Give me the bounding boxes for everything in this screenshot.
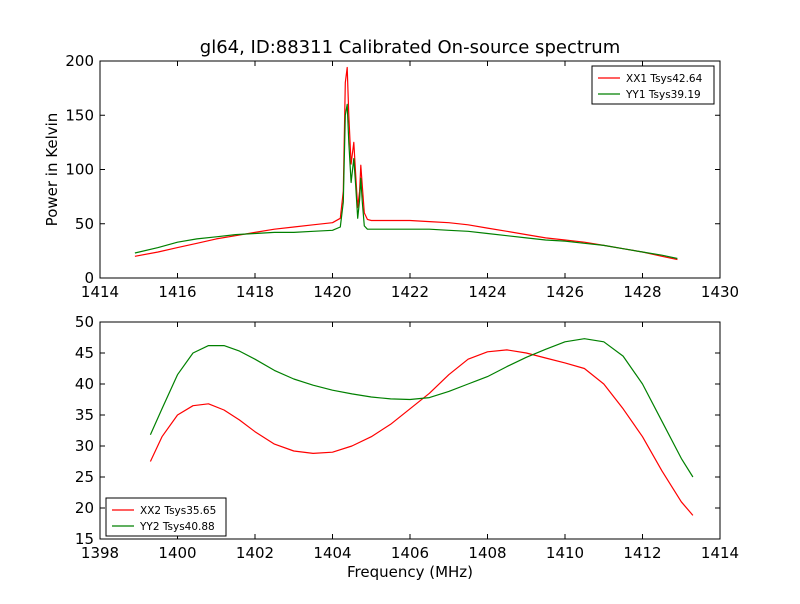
y-axis-label: Power in Kelvin (43, 113, 61, 227)
legend-label-2: YY2 Tsys40.88 (139, 521, 215, 533)
legend: XX1 Tsys42.64 YY1 Tsys39.19 (591, 65, 715, 105)
bottom-panel: 1398 1400 1402 1404 1406 1408 1410 1412 1414 15 20… (75, 313, 739, 581)
x-tick-label: 1426 (546, 283, 584, 301)
y-tick-label: 30 (75, 437, 94, 455)
legend-label-2: YY1 Tsys39.19 (625, 89, 701, 101)
legend-label-1: XX2 Tsys35.65 (140, 505, 216, 517)
legend: XX2 Tsys35.65 YY2 Tsys40.88 (105, 497, 227, 537)
x-tick-label: 1428 (623, 283, 661, 301)
y-tick-label: 15 (75, 530, 94, 548)
x-tick-label: 1410 (546, 544, 584, 562)
y-tick-label: 200 (65, 52, 94, 70)
series-line-2 (134, 103, 678, 260)
x-tick-label: 1408 (468, 544, 506, 562)
y-tick-label: 50 (75, 313, 94, 331)
legend-box (105, 497, 227, 537)
y-tick-label: 45 (75, 344, 94, 362)
x-tick-label: 1430 (701, 283, 739, 301)
y-tick-label: 0 (84, 269, 94, 287)
x-tick-label: 1412 (623, 544, 661, 562)
x-tick-label: 1402 (236, 544, 274, 562)
chart-title: gl64, ID:88311 Calibrated On-source spec… (200, 37, 620, 58)
y-tick-label: 150 (65, 106, 94, 124)
legend-label-1: XX1 Tsys42.64 (626, 73, 703, 85)
x-tick-label: 1400 (158, 544, 196, 562)
x-tick-label: 1420 (313, 283, 351, 301)
x-axis-label: Frequency (MHz) (347, 563, 473, 581)
series-line-2 (149, 338, 694, 478)
legend-box (591, 65, 715, 105)
x-tick-label: 1414 (81, 283, 119, 301)
x-tick-label: 1414 (701, 544, 739, 562)
x-tick-label: 1422 (391, 283, 429, 301)
x-tick-label: 1424 (468, 283, 506, 301)
y-tick-label: 35 (75, 406, 94, 424)
y-tick-label: 40 (75, 375, 94, 393)
y-tick-label: 50 (75, 215, 94, 233)
x-tick-label: 1418 (236, 283, 274, 301)
x-tick-label: 1404 (313, 544, 351, 562)
x-tick-label: 1416 (158, 283, 196, 301)
y-tick-label: 20 (75, 499, 94, 517)
top-panel: 1414 1416 1418 1420 1422 1424 1426 1428 1430 0 50 1… (43, 52, 739, 301)
y-tick-label: 25 (75, 468, 94, 486)
y-tick-label: 100 (65, 161, 94, 179)
series-line-1 (149, 349, 694, 516)
x-tick-label: 1398 (81, 544, 119, 562)
x-tick-label: 1406 (391, 544, 429, 562)
